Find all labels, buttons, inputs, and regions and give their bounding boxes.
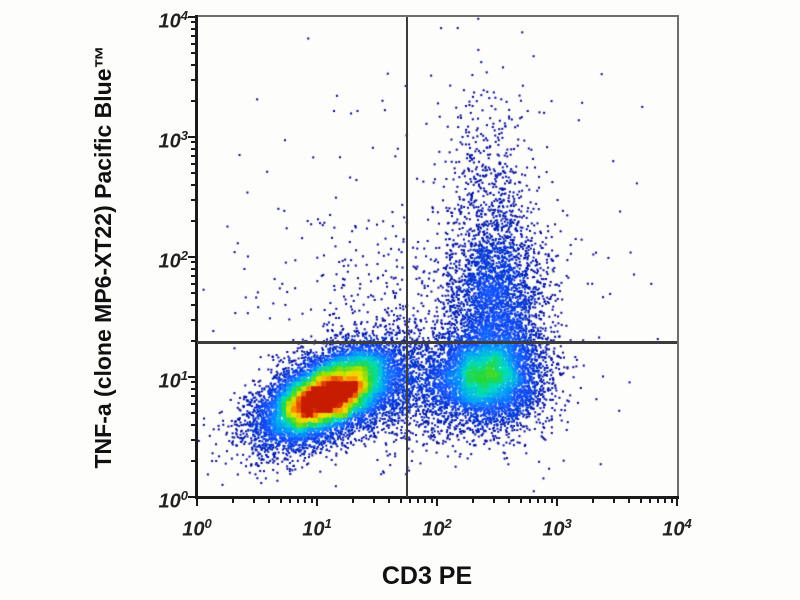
y-axis-title: TNF-a (clone MP6-XT22) Pacific Blue™	[90, 45, 116, 469]
x-major-tick	[196, 498, 199, 506]
y-minor-tick	[191, 141, 196, 144]
y-minor-tick	[191, 42, 196, 45]
y-minor-tick	[191, 292, 196, 295]
quadrant-gate-horizontal-line	[197, 341, 677, 344]
y-minor-tick	[191, 99, 196, 102]
y-minor-tick	[191, 274, 196, 277]
y-minor-tick	[191, 27, 196, 30]
x-minor-tick	[268, 498, 271, 503]
y-tick-label: 102	[158, 248, 188, 273]
y-major-tick	[188, 376, 196, 379]
x-major-tick	[316, 498, 319, 506]
y-minor-tick	[191, 52, 196, 55]
y-minor-tick	[191, 387, 196, 390]
x-minor-tick	[279, 498, 282, 503]
y-tick-label: 104	[158, 8, 188, 33]
x-minor-tick	[373, 498, 376, 503]
x-minor-tick	[550, 498, 553, 503]
y-minor-tick	[191, 438, 196, 441]
x-axis-line	[195, 496, 679, 499]
x-minor-tick	[424, 498, 427, 503]
x-minor-tick	[544, 498, 547, 503]
x-tick-label: 101	[302, 516, 332, 541]
y-minor-tick	[191, 394, 196, 397]
y-minor-tick	[191, 402, 196, 405]
y-major-tick	[188, 256, 196, 259]
y-minor-tick	[191, 183, 196, 186]
x-minor-tick	[297, 498, 300, 503]
y-major-tick	[188, 16, 196, 19]
density-scatter-canvas	[197, 17, 677, 497]
x-minor-tick	[399, 498, 402, 503]
x-minor-tick	[289, 498, 292, 503]
x-minor-tick	[664, 498, 667, 503]
x-minor-tick	[613, 498, 616, 503]
y-minor-tick	[191, 339, 196, 342]
y-minor-tick	[191, 172, 196, 175]
x-minor-tick	[304, 498, 307, 503]
x-minor-tick	[628, 498, 631, 503]
y-minor-tick	[191, 21, 196, 24]
y-minor-tick	[191, 34, 196, 37]
x-minor-tick	[493, 498, 496, 503]
x-tick-label: 100	[182, 516, 212, 541]
y-major-tick	[188, 496, 196, 499]
y-minor-tick	[191, 261, 196, 264]
x-major-tick	[556, 498, 559, 506]
y-minor-tick	[191, 63, 196, 66]
x-minor-tick	[592, 498, 595, 503]
x-tick-label: 103	[542, 516, 572, 541]
y-major-tick	[188, 136, 196, 139]
x-minor-tick	[508, 498, 511, 503]
x-minor-tick	[529, 498, 532, 503]
x-minor-tick	[472, 498, 475, 503]
y-tick-label: 100	[158, 488, 188, 513]
x-minor-tick	[417, 498, 420, 503]
x-tick-label: 104	[662, 516, 692, 541]
plot-border-right	[677, 15, 679, 499]
x-minor-tick	[430, 498, 433, 503]
y-minor-tick	[191, 318, 196, 321]
x-minor-tick	[519, 498, 522, 503]
x-minor-tick	[232, 498, 235, 503]
x-minor-tick	[639, 498, 642, 503]
x-major-tick	[436, 498, 439, 506]
y-minor-tick	[191, 412, 196, 415]
y-minor-tick	[191, 267, 196, 270]
y-minor-tick	[191, 423, 196, 426]
y-minor-tick	[191, 219, 196, 222]
y-tick-label: 103	[158, 128, 188, 153]
y-minor-tick	[191, 381, 196, 384]
x-minor-tick	[649, 498, 652, 503]
x-minor-tick	[388, 498, 391, 503]
y-minor-tick	[191, 282, 196, 285]
x-minor-tick	[310, 498, 313, 503]
y-tick-label: 101	[158, 368, 188, 393]
y-minor-tick	[191, 198, 196, 201]
x-minor-tick	[352, 498, 355, 503]
x-minor-tick	[657, 498, 660, 503]
y-minor-tick	[191, 459, 196, 462]
y-axis-line	[195, 15, 198, 499]
y-minor-tick	[191, 147, 196, 150]
y-minor-tick	[191, 154, 196, 157]
x-minor-tick	[670, 498, 673, 503]
quadrant-gate-vertical-line	[406, 17, 409, 497]
x-axis-title: CD3 PE	[381, 562, 473, 590]
x-tick-label: 102	[422, 516, 452, 541]
y-minor-tick	[191, 78, 196, 81]
plot-border-top	[195, 15, 679, 17]
x-minor-tick	[409, 498, 412, 503]
y-minor-tick	[191, 162, 196, 165]
x-minor-tick	[537, 498, 540, 503]
x-minor-tick	[253, 498, 256, 503]
x-major-tick	[676, 498, 679, 506]
y-minor-tick	[191, 303, 196, 306]
